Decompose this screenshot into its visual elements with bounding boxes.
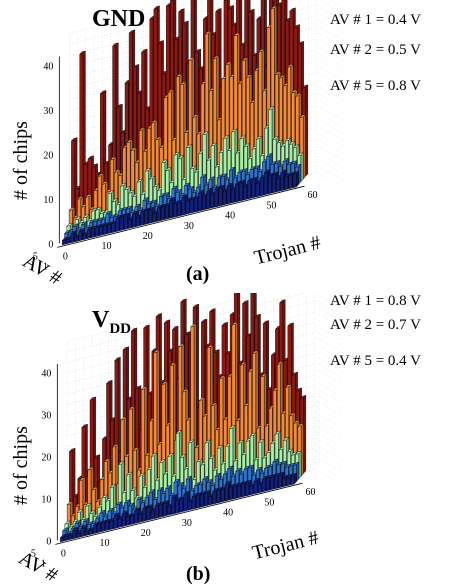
y-tick-20-gnd: 20 <box>43 150 53 161</box>
bar-av5-trojan-26 <box>164 202 172 220</box>
x-tick-20-vdd: 20 <box>141 528 151 539</box>
y-tick-30-gnd: 30 <box>43 106 53 117</box>
chart-title-gnd: GND <box>92 6 146 32</box>
side-wall-gnd <box>316 0 344 188</box>
annotation-av2-gnd: AV # 2 = 0.5 V <box>330 42 421 58</box>
x-tick-30-vdd: 30 <box>182 518 192 529</box>
panel-caption-vdd: (b) <box>186 563 211 585</box>
axes-vdd: 0 10 20 30 40 0 10 20 30 40 50 60 51 <box>31 364 316 569</box>
bar-av5-trojan-57 <box>292 170 300 189</box>
y-tick-30-vdd: 30 <box>41 410 51 421</box>
bars-vdd <box>59 293 307 543</box>
y-tick-10-gnd: 10 <box>43 195 53 206</box>
y-tick-0-gnd: 0 <box>48 239 53 250</box>
y-axis-label-vdd: # of chips <box>10 426 32 505</box>
x-tick-40-gnd: 40 <box>225 211 235 222</box>
z-tick-1-vdd: 1 <box>41 558 46 569</box>
bar3d-chart-gnd: 0 10 20 30 40 0 10 20 30 40 50 60 51 <box>33 0 344 272</box>
z-tick-5-vdd: 5 <box>31 548 36 559</box>
x-tick-10-gnd: 10 <box>102 241 112 252</box>
annotation-av1-vdd: AV # 1 = 0.8 V <box>330 293 421 309</box>
annotation-av5-gnd: AV # 5 = 0.8 V <box>330 78 421 94</box>
annotation-av1-gnd: AV # 1 = 0.4 V <box>330 12 421 28</box>
x-axis-line-gnd <box>57 185 305 248</box>
axes-gnd: 0 10 20 30 40 0 10 20 30 40 50 60 51 <box>33 56 318 272</box>
annotation-av5-vdd: AV # 5 = 0.4 V <box>330 353 421 369</box>
y-tick-0-vdd: 0 <box>46 536 51 547</box>
annotation-av2-vdd: AV # 2 = 0.7 V <box>330 317 421 333</box>
z-tick-1-gnd: 1 <box>43 261 48 272</box>
x-axis-line-vdd <box>55 482 303 545</box>
bars-gnd <box>61 0 309 246</box>
x-tick-60-gnd: 60 <box>308 190 318 201</box>
y-tick-40-gnd: 40 <box>43 61 53 72</box>
bar-av5-trojan-41 <box>224 480 232 502</box>
bar-av5-trojan-31 <box>183 490 191 512</box>
bar-av5-trojan-16 <box>121 510 129 527</box>
side-wall-vdd <box>314 293 342 485</box>
bar3d-chart-vdd: 0 10 20 30 40 0 10 20 30 40 50 60 51 <box>31 293 342 569</box>
x-tick-60-vdd: 60 <box>306 487 316 498</box>
chart-title-vdd: VDD <box>92 307 132 337</box>
x-tick-40-vdd: 40 <box>223 508 233 519</box>
x-tick-0-gnd: 0 <box>63 251 68 262</box>
y-tick-40-vdd: 40 <box>41 368 51 379</box>
bar-av5-trojan-46 <box>245 479 252 497</box>
x-tick-10-vdd: 10 <box>100 538 110 549</box>
x-tick-20-gnd: 20 <box>143 231 153 242</box>
panel-caption-gnd: (a) <box>186 263 210 285</box>
chart-panel-vdd: 0 10 20 30 40 0 10 20 30 40 50 60 5 1 VDD AV # 1 = 0.… <box>0 293 452 587</box>
x-tick-0-vdd: 0 <box>61 548 66 559</box>
z-tick-5-gnd: 5 <box>33 251 38 262</box>
x-tick-50-vdd: 50 <box>264 497 274 508</box>
y-tick-20-vdd: 20 <box>41 452 51 463</box>
x-tick-30-gnd: 30 <box>184 221 194 232</box>
bar-av5-trojan-57 <box>290 472 298 486</box>
y-axis-label-gnd: # of chips <box>10 121 32 200</box>
x-tick-50-gnd: 50 <box>266 200 276 211</box>
y-tick-10-vdd: 10 <box>41 494 51 505</box>
chart-panel-gnd: 0 10 20 30 40 0 10 20 30 40 50 60 5 1 GND AV # 1 = 0.… <box>0 0 452 293</box>
